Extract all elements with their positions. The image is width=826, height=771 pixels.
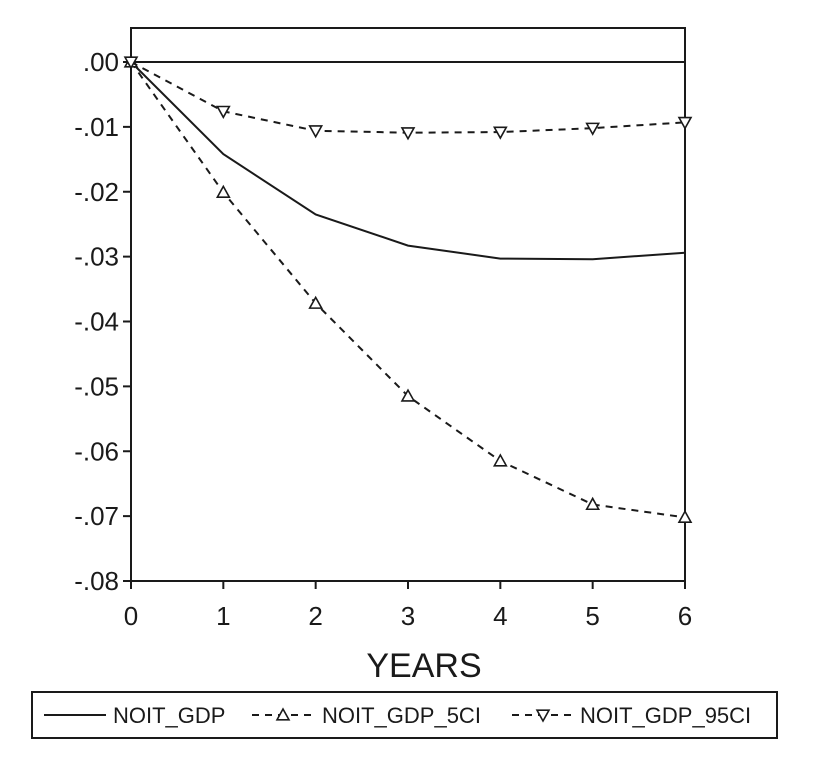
y-tick-label: -.08 bbox=[74, 566, 119, 596]
data-point-marker bbox=[123, 56, 139, 70]
data-point-marker bbox=[585, 496, 601, 511]
y-tick-label: -.04 bbox=[74, 307, 119, 337]
plot-area: .00 -.01 -.02 -.03 -.04 -.05 -.06 -.07 -.080 1 2 3 4… bbox=[74, 27, 693, 631]
data-point-marker bbox=[215, 105, 231, 119]
x-axis-title: YEARS bbox=[366, 647, 481, 685]
x-tick-label: 2 bbox=[308, 601, 322, 631]
y-tick-label: -.03 bbox=[74, 242, 119, 272]
y-tick-label: .00 bbox=[83, 47, 119, 77]
data-point-marker bbox=[400, 127, 416, 141]
data-point-marker bbox=[308, 125, 324, 139]
y-tick-label: -.05 bbox=[74, 371, 119, 401]
series-line bbox=[130, 61, 686, 261]
data-point-marker bbox=[677, 509, 693, 524]
legend-label: NOIT_GDP bbox=[113, 703, 225, 728]
data-point-marker bbox=[492, 126, 508, 140]
legend-box bbox=[31, 691, 778, 739]
data-point-marker bbox=[535, 709, 551, 723]
legend-entry: NOIT_GDP bbox=[44, 703, 225, 728]
legend-entry: NOIT_GDP_5CI bbox=[252, 703, 481, 728]
y-tick-label: -.02 bbox=[74, 177, 119, 207]
x-tick-label: 3 bbox=[401, 601, 415, 631]
data-point-marker bbox=[585, 122, 601, 136]
x-tick-label: 1 bbox=[216, 601, 230, 631]
x-tick-label: 4 bbox=[493, 601, 507, 631]
data-point-marker bbox=[492, 453, 508, 467]
legend-entry: NOIT_GDP_95CI bbox=[512, 703, 751, 728]
y-tick-label: -.01 bbox=[74, 112, 119, 142]
x-tick-label: 0 bbox=[124, 601, 138, 631]
y-tick-label: -.06 bbox=[74, 436, 119, 466]
legend: NOIT_GDP NOIT_GDP_5CI NOIT_GDP_95CI bbox=[31, 691, 778, 739]
data-point-marker bbox=[215, 184, 231, 198]
legend-label: NOIT_GDP_95CI bbox=[580, 703, 751, 728]
y-tick-label: -.07 bbox=[74, 501, 119, 531]
x-tick-label: 5 bbox=[585, 601, 599, 631]
series-noit-gdp-5ci bbox=[123, 54, 693, 524]
x-tick-label: 6 bbox=[678, 601, 692, 631]
data-point-marker bbox=[400, 388, 416, 402]
data-point-marker bbox=[677, 116, 693, 130]
series-noit-gdp bbox=[130, 61, 686, 261]
legend-label: NOIT_GDP_5CI bbox=[322, 703, 481, 728]
series-noit-gdp-95ci bbox=[123, 56, 693, 141]
data-point-marker bbox=[275, 707, 291, 721]
data-point-marker bbox=[308, 295, 324, 309]
